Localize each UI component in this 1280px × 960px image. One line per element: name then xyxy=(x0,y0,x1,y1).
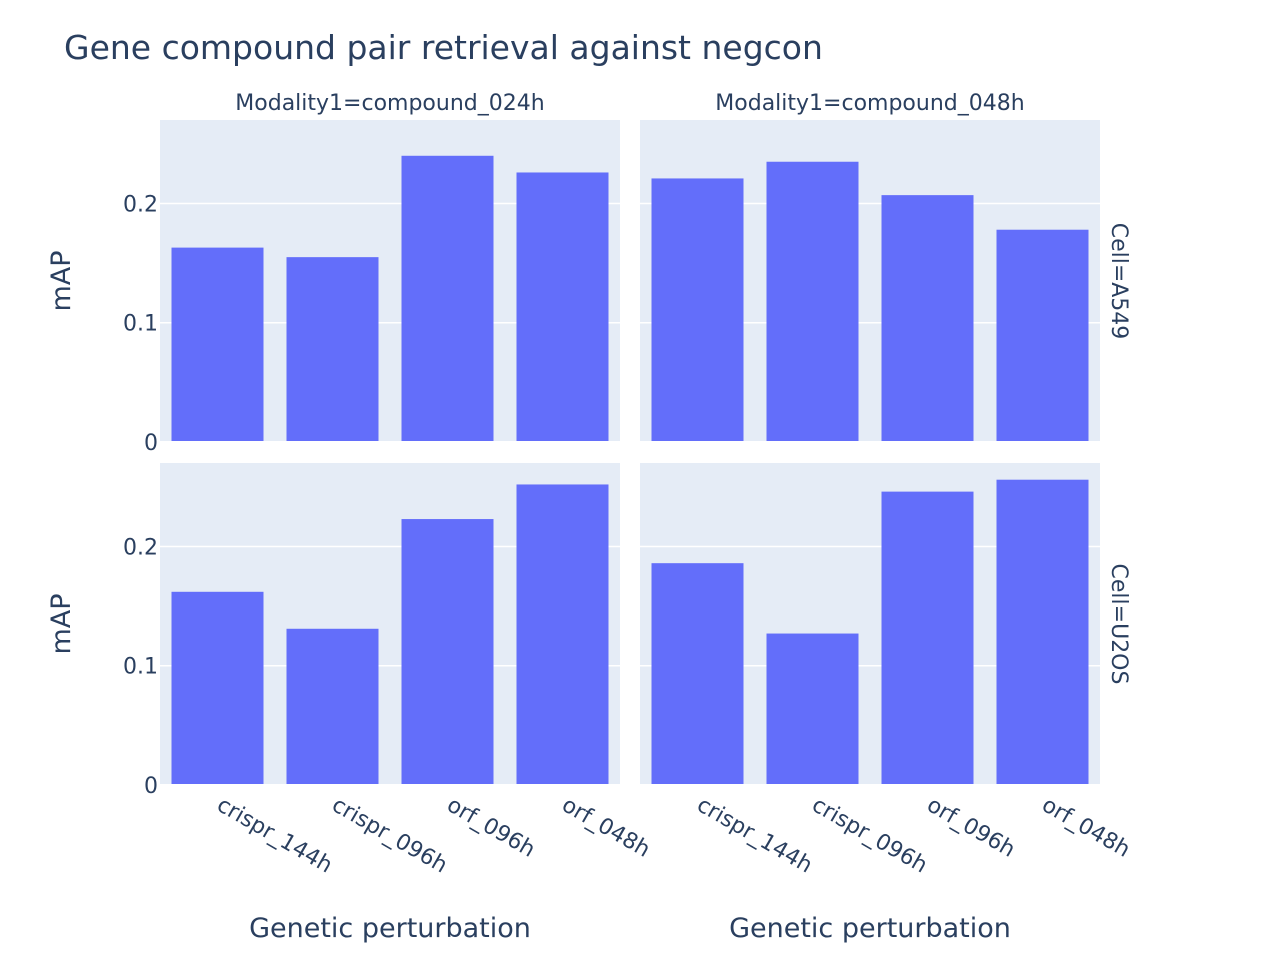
bar-orf_048h xyxy=(516,172,609,443)
bar-orf_048h xyxy=(516,484,609,785)
x-tick-label-orf_048h: orf_048h xyxy=(1038,793,1135,863)
y-tick-label: 0.1 xyxy=(123,655,158,680)
bar-crispr_096h xyxy=(286,257,379,442)
y-axis-title-2: mAP xyxy=(46,593,77,654)
bar-orf_096h xyxy=(401,519,494,785)
bar-orf_048h xyxy=(996,479,1089,785)
row-title-1: Cell=A549 xyxy=(1106,223,1131,340)
panels-layer: 00.10.200.10.2crispr_144hcrispr_096horf_… xyxy=(123,120,1134,879)
bar-crispr_144h xyxy=(651,178,744,442)
x-tick-label-crispr_096h: crispr_096h xyxy=(808,793,932,879)
panel-r1-c1: 0 0.1 0.2 xyxy=(123,120,620,456)
y-axis-title-1: mAP xyxy=(46,250,77,311)
x-tick-label-orf_096h: orf_096h xyxy=(923,793,1020,863)
bar-crispr_144h xyxy=(171,247,264,442)
col-title-1: Modality1=compound_024h xyxy=(235,91,544,116)
bar-orf_096h xyxy=(881,491,974,785)
x-axis-title-1: Genetic perturbation xyxy=(249,913,531,944)
y-tick-label: 0 xyxy=(144,431,158,456)
chart-title: Gene compound pair retrieval against neg… xyxy=(64,28,823,67)
y-tick-label: 0.1 xyxy=(123,312,158,337)
bar-crispr_144h xyxy=(651,563,744,785)
x-axis-title-2: Genetic perturbation xyxy=(729,913,1011,944)
bar-crispr_096h xyxy=(766,161,859,443)
panel-r1-c2 xyxy=(640,120,1100,443)
x-tick-label-orf_096h: orf_096h xyxy=(443,793,540,863)
bar-orf_096h xyxy=(401,155,494,442)
x-tick-label-crispr_144h: crispr_144h xyxy=(213,793,337,879)
y-tick-label: 0.2 xyxy=(123,192,158,217)
bar-orf_048h xyxy=(996,229,1089,442)
x-tick-label-orf_048h: orf_048h xyxy=(558,793,655,863)
y-tick-label: 0 xyxy=(144,774,158,799)
bar-crispr_144h xyxy=(171,591,264,785)
x-tick-label-crispr_096h: crispr_096h xyxy=(328,793,452,879)
col-title-2: Modality1=compound_048h xyxy=(715,91,1024,116)
row-title-2: Cell=U2OS xyxy=(1106,564,1131,685)
bar-orf_096h xyxy=(881,195,974,442)
x-tick-label-crispr_144h: crispr_144h xyxy=(693,793,817,879)
bar-crispr_096h xyxy=(286,628,379,785)
bar-crispr_096h xyxy=(766,633,859,785)
y-tick-label: 0.2 xyxy=(123,535,158,560)
